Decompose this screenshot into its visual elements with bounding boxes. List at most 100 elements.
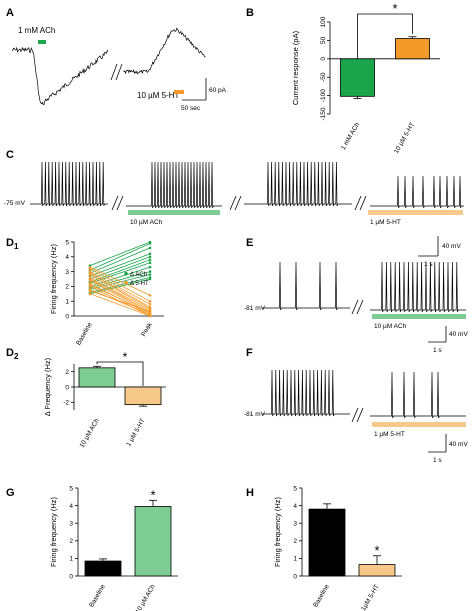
legend-marker xyxy=(124,280,128,285)
panel-e: E -81 mV 10 µM ACh 40 mV 1 s xyxy=(244,237,468,354)
voltage-scale-label: 40 mV xyxy=(449,331,468,338)
current-scale-label: 60 pA xyxy=(209,87,227,94)
legend-marker xyxy=(124,271,128,276)
y-tick-label: 0 xyxy=(293,573,297,580)
baseline-point xyxy=(88,273,92,276)
peak-point xyxy=(148,270,152,273)
voltage-scale-label: 40 mV xyxy=(442,243,461,250)
axis-break-mark xyxy=(354,195,362,211)
paired-line xyxy=(89,274,151,309)
category-label: 10 µM 5-HT xyxy=(393,121,416,154)
paired-line xyxy=(89,290,151,312)
chart-g: 0 1 2 3 4 5 Firing frequency (Hz) Baseline 10 µM… xyxy=(49,485,178,611)
category-label: Baseline xyxy=(312,583,331,608)
panel-h: H 0 1 2 3 4 5 Firing frequency (Hz) Baseline 1µM… xyxy=(246,485,402,611)
paired-line xyxy=(89,280,151,314)
ach-application-label: 10 µM ACh xyxy=(130,219,163,226)
baseline-spike-trace xyxy=(262,261,350,311)
panel-b: B -150 -100 -50 0 50 100 Current response (pA)… xyxy=(246,1,440,155)
y-tick-label: 0 xyxy=(65,313,69,320)
paired-line xyxy=(89,271,151,289)
panel-f-label: F xyxy=(246,347,253,359)
ach-application-label: 10 µM ACh xyxy=(374,323,407,330)
category-label: 10 µM ACh xyxy=(135,583,157,611)
baseline-spike-trace xyxy=(30,161,108,207)
y-tick-label: 3 xyxy=(293,521,297,528)
significance-bracket xyxy=(96,361,144,386)
paired-line xyxy=(89,243,151,271)
panel-e-label: E xyxy=(246,237,253,249)
panel-a-label: A xyxy=(6,7,14,19)
panel-d2-label: D2 xyxy=(6,347,19,361)
chart-d1: 0 1 2 3 4 5 Firing frequency (Hz) Baseline Peak Δ… xyxy=(49,239,164,347)
y-tick-label: 2 xyxy=(69,538,73,545)
paired-line xyxy=(89,271,151,305)
y-tick-label: 0 xyxy=(65,384,69,391)
bar-2 xyxy=(358,564,396,577)
peak-point xyxy=(148,265,152,269)
axis-break-mark xyxy=(229,195,237,211)
baseline-point xyxy=(88,289,92,293)
axis-break-mark xyxy=(110,63,118,81)
panel-d1: D1 0 1 2 3 4 5 Firing frequency (Hz) Baseline Pe… xyxy=(6,237,164,347)
y-tick-label: 100 xyxy=(320,16,327,27)
bar-1 xyxy=(340,58,375,97)
y-axis-label: Δ Frequency (Hz) xyxy=(43,357,52,416)
y-axis-label: Firing frequency (Hz) xyxy=(273,496,282,567)
bar-1 xyxy=(84,560,122,577)
peak-point xyxy=(148,314,152,318)
peak-point xyxy=(148,242,152,245)
axis-break-mark xyxy=(111,195,119,211)
legend-label: Δ 5-HT xyxy=(130,281,149,287)
y-tick-label: 2 xyxy=(293,538,297,545)
axis-break-mark xyxy=(356,299,364,315)
bar-2 xyxy=(124,386,162,406)
bar-1 xyxy=(78,367,116,388)
axis-break-mark xyxy=(351,299,359,315)
baseline-point xyxy=(88,292,92,296)
paired-line xyxy=(89,277,151,311)
ht-spike-trace xyxy=(370,175,464,209)
paired-line xyxy=(89,253,151,277)
membrane-potential-label: -81 mV xyxy=(244,411,266,418)
paired-line xyxy=(89,268,151,302)
panel-c: C -75 mV 10 µM ACh 1 µM 5-HT 40 mV 1 s xyxy=(4,149,464,268)
ach-current-trace xyxy=(11,46,109,106)
baseline-point xyxy=(88,267,92,270)
peak-point xyxy=(148,310,152,313)
paired-line xyxy=(89,274,151,290)
ht-application-label: 1 µM 5-HT xyxy=(370,219,401,226)
y-tick-label: -100 xyxy=(320,89,327,102)
y-tick-label: 4 xyxy=(69,503,73,510)
ht-application-bar xyxy=(174,90,184,94)
panel-g: G 0 1 2 3 4 5 Firing frequency (Hz) Baseline 10 … xyxy=(6,485,178,611)
membrane-potential-label: -75 mV xyxy=(4,200,26,207)
category-label: 10 µM ACh xyxy=(79,417,101,449)
panel-b-label: B xyxy=(246,7,254,19)
ht-application-label: 10 µM 5-HT xyxy=(137,91,180,100)
y-tick-label: 1 xyxy=(65,299,69,306)
time-scale-label: 1 s xyxy=(424,261,433,268)
category-label: 1 µM 5-HT xyxy=(125,417,146,447)
y-tick-label: 3 xyxy=(69,521,73,528)
axis-break-mark xyxy=(234,195,242,211)
peak-point xyxy=(148,273,152,276)
paired-line xyxy=(89,272,151,308)
voltage-scale-label: 40 mV xyxy=(449,441,468,448)
time-scale-label: 1 s xyxy=(433,347,442,354)
y-tick-label: -2 xyxy=(63,400,69,407)
bar-2 xyxy=(395,38,430,60)
peak-point xyxy=(148,261,152,265)
membrane-potential-label: -81 mV xyxy=(244,305,266,312)
peak-point xyxy=(148,255,152,259)
y-axis-label: Current response (pA) xyxy=(291,30,300,105)
y-axis-label: Firing frequency (Hz) xyxy=(49,496,58,567)
paired-line xyxy=(89,247,151,274)
ht-current-trace xyxy=(123,27,206,75)
legend-label: Δ ACh xyxy=(130,272,147,278)
y-tick-label: -150 xyxy=(320,107,327,120)
y-tick-label: 4 xyxy=(293,503,297,510)
y-tick-label: 0 xyxy=(69,573,73,580)
time-scale-label: 50 sec xyxy=(181,105,201,112)
